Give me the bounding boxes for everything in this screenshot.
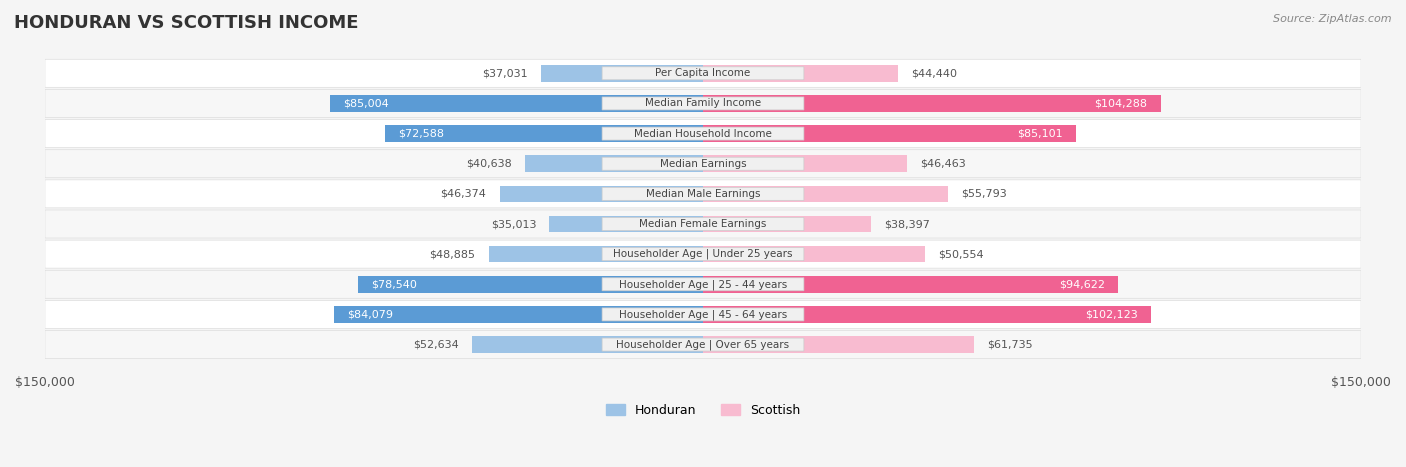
FancyBboxPatch shape	[602, 97, 804, 110]
Text: $38,397: $38,397	[884, 219, 931, 229]
Text: $78,540: $78,540	[371, 279, 418, 289]
Text: Median Household Income: Median Household Income	[634, 128, 772, 139]
FancyBboxPatch shape	[45, 240, 1361, 268]
Bar	[499, 185, 703, 202]
FancyBboxPatch shape	[45, 270, 1361, 298]
Text: Householder Age | 25 - 44 years: Householder Age | 25 - 44 years	[619, 279, 787, 290]
Bar	[703, 95, 1160, 112]
Bar	[359, 276, 703, 292]
FancyBboxPatch shape	[45, 150, 1361, 178]
Bar	[703, 336, 974, 353]
Text: $37,031: $37,031	[482, 68, 527, 78]
Bar	[703, 65, 898, 82]
Bar	[703, 125, 1077, 142]
Text: HONDURAN VS SCOTTISH INCOME: HONDURAN VS SCOTTISH INCOME	[14, 14, 359, 32]
Bar	[330, 95, 703, 112]
FancyBboxPatch shape	[602, 218, 804, 231]
FancyBboxPatch shape	[602, 127, 804, 140]
Bar	[335, 306, 703, 323]
Bar	[703, 276, 1118, 292]
Text: $44,440: $44,440	[911, 68, 957, 78]
FancyBboxPatch shape	[602, 67, 804, 80]
Bar	[540, 65, 703, 82]
Text: $52,634: $52,634	[413, 340, 458, 350]
FancyBboxPatch shape	[45, 120, 1361, 148]
FancyBboxPatch shape	[602, 338, 804, 351]
Text: Median Earnings: Median Earnings	[659, 159, 747, 169]
Text: Median Female Earnings: Median Female Earnings	[640, 219, 766, 229]
Text: $72,588: $72,588	[398, 128, 444, 139]
Text: Median Family Income: Median Family Income	[645, 99, 761, 108]
Text: Source: ZipAtlas.com: Source: ZipAtlas.com	[1274, 14, 1392, 24]
FancyBboxPatch shape	[45, 300, 1361, 328]
FancyBboxPatch shape	[45, 210, 1361, 238]
Text: Householder Age | Under 25 years: Householder Age | Under 25 years	[613, 249, 793, 259]
Text: $85,004: $85,004	[343, 99, 389, 108]
Text: $102,123: $102,123	[1085, 310, 1137, 319]
Text: $84,079: $84,079	[347, 310, 394, 319]
FancyBboxPatch shape	[45, 59, 1361, 87]
Bar	[703, 156, 907, 172]
Bar	[703, 185, 948, 202]
FancyBboxPatch shape	[45, 90, 1361, 118]
FancyBboxPatch shape	[45, 180, 1361, 208]
Text: Median Male Earnings: Median Male Earnings	[645, 189, 761, 199]
FancyBboxPatch shape	[602, 278, 804, 291]
Text: $40,638: $40,638	[465, 159, 512, 169]
FancyBboxPatch shape	[602, 308, 804, 321]
Text: Householder Age | Over 65 years: Householder Age | Over 65 years	[616, 340, 790, 350]
Bar	[703, 246, 925, 262]
Text: $104,288: $104,288	[1094, 99, 1147, 108]
Text: $35,013: $35,013	[491, 219, 536, 229]
FancyBboxPatch shape	[602, 248, 804, 261]
Bar	[703, 216, 872, 232]
Text: $46,374: $46,374	[440, 189, 486, 199]
Text: $50,554: $50,554	[938, 249, 984, 259]
Text: $85,101: $85,101	[1018, 128, 1063, 139]
FancyBboxPatch shape	[45, 331, 1361, 359]
Text: $48,885: $48,885	[429, 249, 475, 259]
Bar	[472, 336, 703, 353]
Text: $46,463: $46,463	[920, 159, 966, 169]
Bar	[550, 216, 703, 232]
Bar	[385, 125, 703, 142]
Text: $94,622: $94,622	[1059, 279, 1105, 289]
Bar	[488, 246, 703, 262]
Bar	[524, 156, 703, 172]
FancyBboxPatch shape	[602, 157, 804, 170]
Text: $55,793: $55,793	[960, 189, 1007, 199]
Text: $61,735: $61,735	[987, 340, 1032, 350]
Legend: Honduran, Scottish: Honduran, Scottish	[600, 399, 806, 422]
Bar	[703, 306, 1152, 323]
Text: Per Capita Income: Per Capita Income	[655, 68, 751, 78]
FancyBboxPatch shape	[602, 187, 804, 200]
Text: Householder Age | 45 - 64 years: Householder Age | 45 - 64 years	[619, 309, 787, 320]
